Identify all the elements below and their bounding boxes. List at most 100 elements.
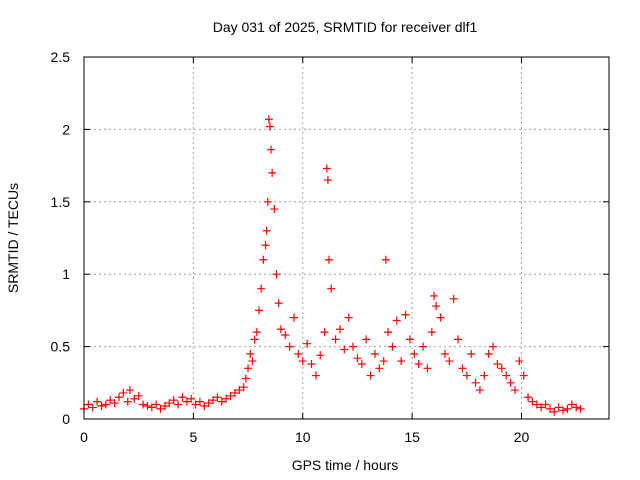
data-point [174, 400, 183, 409]
data-point [125, 386, 134, 395]
x-axis-label: GPS time / hours [292, 457, 399, 473]
x-tick-label: 0 [80, 429, 88, 445]
y-axis-label: SRMTID / TECUs [5, 183, 21, 293]
data-point [230, 388, 239, 397]
data-point [156, 404, 165, 413]
data-point [379, 357, 388, 366]
data-point [265, 122, 274, 131]
y-tick-label: 0.5 [51, 339, 71, 355]
data-point [502, 371, 511, 380]
data-point [384, 328, 393, 337]
data-point [217, 397, 226, 406]
data-point [143, 401, 152, 410]
data-point [257, 284, 266, 293]
data-point [134, 391, 143, 400]
data-point [392, 316, 401, 325]
data-point [335, 325, 344, 334]
data-point [101, 400, 110, 409]
data-point [454, 335, 463, 344]
x-tick-label: 15 [404, 429, 420, 445]
data-point [274, 299, 283, 308]
plot-frame [83, 56, 610, 420]
data-point [285, 342, 294, 351]
data-point [445, 357, 454, 366]
x-tick-label: 10 [295, 429, 311, 445]
data-point [323, 176, 332, 185]
data-point [119, 388, 128, 397]
data-point [139, 400, 148, 409]
data-point [419, 342, 428, 351]
data-point [110, 399, 119, 408]
data-point [250, 335, 259, 344]
data-point [123, 397, 132, 406]
data-point [541, 400, 550, 409]
data-point [235, 386, 244, 395]
data-point [268, 168, 277, 177]
data-point [462, 371, 471, 380]
data-point [226, 391, 235, 400]
y-tick-label: 2.5 [51, 49, 71, 65]
data-point [572, 403, 581, 412]
data-point [331, 335, 340, 344]
data-point [276, 325, 285, 334]
data-point [344, 313, 353, 322]
x-tick-labels: 0 5 10 15 20 [80, 429, 529, 445]
axis-ticks [83, 56, 609, 420]
data-point [88, 403, 97, 412]
data-point [281, 331, 290, 340]
data-point [524, 393, 533, 402]
data-point [187, 394, 196, 403]
data-point [475, 386, 484, 395]
data-point [327, 284, 336, 293]
data-point [506, 378, 515, 387]
data-point [381, 255, 390, 264]
data-point [178, 393, 187, 402]
data-point [366, 371, 375, 380]
data-point [311, 371, 320, 380]
data-point [440, 349, 449, 358]
data-point [532, 400, 541, 409]
data-point [528, 397, 537, 406]
data-point [290, 313, 298, 322]
data-point [182, 397, 191, 406]
data-point [115, 393, 123, 402]
data-point [449, 294, 458, 303]
data-point [270, 205, 279, 214]
data-point [267, 145, 276, 154]
y-tick-label: 0 [62, 411, 70, 427]
data-point [340, 345, 349, 354]
y-tick-label: 2 [62, 121, 70, 137]
data-point [241, 374, 250, 383]
data-point [436, 313, 445, 322]
data-point [414, 359, 423, 368]
data-point [97, 401, 106, 410]
chart-title: Day 031 of 2025, SRMTID for receiver dlf… [213, 19, 478, 35]
y-tick-label: 1.5 [51, 194, 71, 210]
data-point [322, 164, 331, 173]
data-point [567, 400, 576, 409]
data-point [264, 115, 273, 124]
data-point [353, 354, 362, 363]
data-point [261, 241, 270, 250]
data-point [213, 393, 222, 402]
y-tick-labels: 0 0.5 1 1.5 2 2.5 [51, 49, 71, 427]
data-points [80, 115, 585, 416]
data-point [84, 400, 93, 409]
data-point [423, 364, 432, 373]
data-point [259, 255, 268, 264]
data-point [298, 357, 307, 366]
grid-lines [84, 57, 609, 419]
data-point [375, 364, 384, 373]
data-point [576, 404, 585, 413]
data-point [200, 401, 209, 410]
data-point [550, 407, 559, 416]
data-point [169, 396, 178, 405]
data-point [316, 351, 325, 360]
data-point [410, 349, 419, 358]
data-point [357, 359, 366, 368]
data-point [152, 400, 161, 409]
data-point [467, 349, 476, 358]
data-point [397, 357, 406, 366]
data-point [209, 396, 218, 405]
data-point [248, 357, 257, 366]
